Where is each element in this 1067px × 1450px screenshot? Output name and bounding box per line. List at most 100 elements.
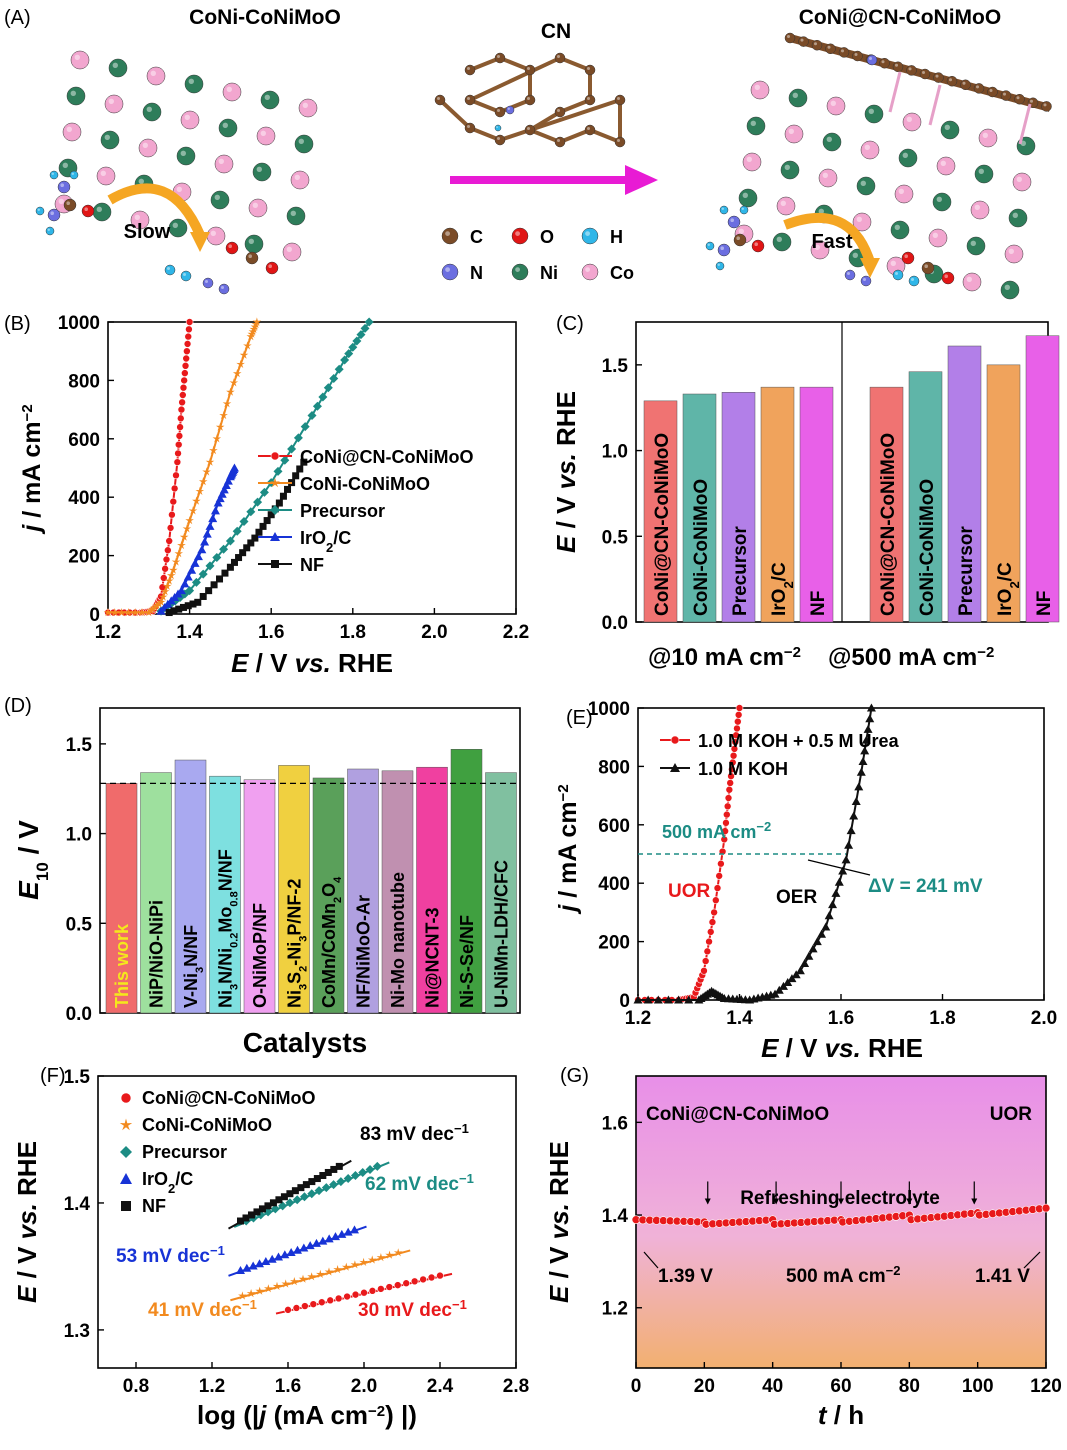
x-tick-label: 2.4 [427, 1376, 454, 1397]
data-point [189, 600, 197, 608]
level-label: 500 mA cm−2 [662, 819, 771, 843]
panel-f-ylabel: E / V vs. RHE [12, 1141, 42, 1303]
data-point [156, 597, 166, 606]
atom [66, 86, 86, 106]
data-point [359, 1257, 368, 1266]
bar [312, 777, 345, 1014]
bar [174, 759, 207, 1014]
data-point [221, 569, 229, 577]
atom [265, 261, 279, 275]
data-point [182, 354, 190, 363]
atom-highlight [966, 276, 972, 282]
atom-highlight [742, 192, 748, 198]
uor-label: UOR [668, 881, 711, 902]
bar [347, 768, 379, 1014]
data-point [831, 888, 841, 897]
atom-highlight [302, 102, 308, 109]
y-tick-label: 1.0 [66, 825, 92, 846]
atom-highlight [1008, 248, 1014, 254]
x-tick-label: 1.6 [828, 1008, 854, 1029]
data-point [183, 347, 191, 356]
data-point [849, 811, 859, 820]
atom [104, 94, 124, 114]
data-point [316, 1269, 325, 1278]
data-point [372, 1161, 382, 1171]
data-point [166, 524, 175, 532]
plot-frame [99, 707, 521, 1014]
atom-highlight [585, 231, 590, 237]
atom-highlight [717, 263, 720, 266]
data-point [239, 549, 247, 557]
x-tick-label: 1.2 [625, 1008, 651, 1029]
data-point [333, 1265, 342, 1274]
atom [894, 184, 914, 204]
atom [898, 148, 918, 168]
data-point [340, 355, 350, 365]
data-point [181, 361, 190, 370]
data-point [130, 608, 140, 617]
data-point [215, 422, 225, 431]
data-point [259, 522, 267, 530]
data-point [179, 383, 188, 392]
data-point [419, 1275, 427, 1284]
atom-highlight [112, 62, 119, 68]
atom [890, 220, 910, 240]
atom [906, 65, 917, 76]
atom-highlight [1016, 176, 1022, 182]
atom-highlight [944, 274, 948, 279]
data-point [232, 369, 242, 378]
atom-highlight [904, 254, 908, 258]
atom [184, 74, 204, 94]
atom-highlight [906, 116, 912, 123]
y-tick-label: 800 [68, 371, 100, 392]
data-point [343, 1227, 353, 1236]
atom [810, 240, 830, 260]
data-point [198, 477, 208, 486]
data-point [360, 1288, 368, 1297]
data-point [352, 336, 362, 346]
bar-category-label: Ni@NCNT-3 [423, 907, 443, 1008]
data-point [269, 1199, 277, 1207]
atom-highlight [908, 67, 912, 71]
data-point [137, 608, 147, 617]
y-tick-label: 0.5 [66, 914, 93, 935]
atom-highlight [467, 97, 470, 100]
atom-highlight [962, 81, 966, 85]
bar-category-label: Ni-Mo nanotube [388, 872, 408, 1008]
data-point [726, 779, 734, 787]
atom-highlight [445, 231, 450, 237]
data-point [205, 587, 213, 595]
atom-highlight [856, 216, 862, 222]
data-point [299, 1243, 309, 1252]
data-point [851, 796, 861, 805]
legend-marker [119, 1118, 133, 1131]
data-point [317, 1298, 326, 1307]
data-point [663, 995, 673, 1004]
legend-label: IrO2/C [142, 1169, 193, 1196]
data-point [258, 1205, 266, 1213]
atom-highlight [1016, 96, 1020, 100]
atom-highlight [895, 272, 898, 275]
plot-frame [97, 1075, 517, 1369]
atom-highlight [104, 134, 111, 140]
atom [987, 86, 998, 98]
data-point [292, 1195, 302, 1205]
data-point [238, 1291, 247, 1300]
data-point [721, 827, 729, 835]
atom [932, 192, 952, 212]
atom-highlight [167, 267, 170, 270]
cn-bond [559, 56, 591, 72]
data-point [860, 746, 870, 755]
data-point [300, 422, 310, 432]
data-point [324, 1234, 334, 1243]
atom-highlight [221, 286, 224, 289]
bar [1025, 335, 1060, 623]
atom-highlight [497, 109, 500, 112]
data-point [263, 517, 271, 525]
data-point [292, 1304, 301, 1312]
bar-category-label: Ni-S-Se/NF [457, 915, 477, 1008]
data-point [177, 540, 186, 550]
data-point [313, 1175, 321, 1183]
atom-highlight [1012, 212, 1018, 218]
atom-highlight [784, 164, 790, 170]
